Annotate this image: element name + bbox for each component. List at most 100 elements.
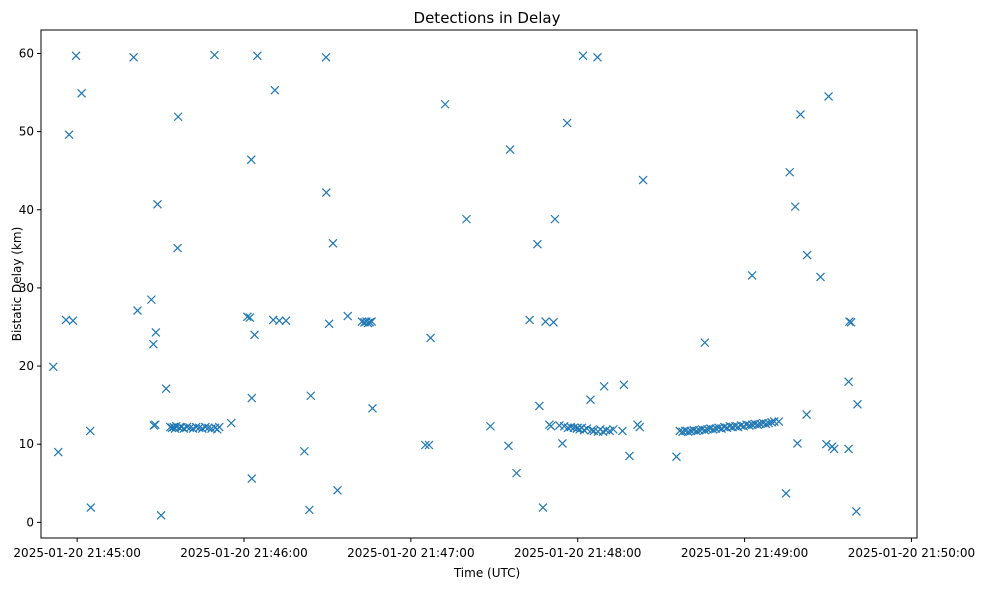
data-point (86, 503, 96, 512)
data-point (829, 444, 839, 454)
data-point (246, 155, 256, 165)
data-markers (48, 50, 862, 520)
data-point (48, 362, 58, 372)
data-point (245, 313, 255, 323)
data-point (299, 446, 309, 456)
data-point (153, 199, 162, 209)
data-point (853, 399, 862, 409)
x-tick-label: 2025-01-20 21:50:00 (848, 546, 975, 560)
data-point (761, 419, 771, 429)
data-point (247, 474, 257, 484)
data-point (844, 317, 854, 326)
data-point (53, 447, 63, 457)
data-point (796, 109, 805, 119)
data-point (601, 425, 611, 435)
data-point (156, 510, 166, 520)
y-tick-label: 20 (19, 359, 34, 373)
y-tick-label: 10 (19, 437, 34, 451)
data-point (161, 384, 171, 394)
data-point (802, 250, 812, 260)
data-point (769, 417, 779, 426)
data-point (68, 316, 78, 326)
data-point (785, 167, 795, 177)
data-point (343, 311, 353, 321)
y-tick-label: 30 (19, 281, 34, 295)
y-tick-label: 40 (19, 203, 34, 217)
data-point (274, 316, 284, 326)
data-point (538, 503, 548, 512)
data-point (534, 401, 544, 411)
y-axis-label: Bistatic Delay (km) (10, 227, 24, 342)
data-point (304, 505, 314, 515)
data-point (203, 423, 213, 433)
data-point (625, 451, 634, 461)
data-point (546, 421, 556, 431)
data-point (148, 339, 158, 349)
data-point (781, 489, 791, 498)
data-point (426, 333, 436, 343)
data-point (635, 422, 645, 432)
data-point (569, 423, 579, 433)
data-point (462, 214, 471, 224)
x-axis: 2025-01-20 21:45:00 2025-01-20 21:46:00 20… (13, 538, 975, 560)
data-point (85, 426, 95, 436)
data-point (210, 50, 219, 60)
data-point (582, 424, 592, 434)
data-point (846, 317, 856, 327)
plot-area (41, 30, 917, 538)
data-point (64, 130, 74, 140)
data-point (753, 420, 763, 430)
data-point (747, 270, 757, 280)
data-point (593, 52, 602, 62)
data-point (844, 444, 854, 454)
data-point (638, 175, 648, 185)
data-point (250, 330, 260, 340)
data-point (562, 118, 572, 128)
data-point (608, 424, 618, 434)
data-point (708, 424, 718, 434)
data-point (619, 380, 629, 390)
data-point (226, 418, 236, 428)
x-tick-label: 2025-01-20 21:45:00 (13, 546, 140, 560)
data-point (525, 315, 535, 325)
x-tick-label: 2025-01-20 21:47:00 (347, 546, 474, 560)
y-tick-label: 50 (19, 125, 34, 139)
data-point (767, 417, 776, 427)
data-point (133, 306, 142, 315)
data-point (550, 214, 560, 224)
y-axis: 0 10 20 30 40 50 60 (19, 46, 41, 529)
data-point (306, 391, 316, 401)
x-tick-label: 2025-01-20 21:49:00 (681, 546, 808, 560)
data-point (792, 439, 802, 448)
data-point (173, 112, 183, 122)
data-point (802, 410, 812, 419)
data-point (744, 421, 754, 430)
data-point (368, 403, 377, 413)
plot-frame (40, 29, 918, 539)
data-point (505, 145, 515, 154)
data-point (824, 92, 833, 101)
data-point (764, 418, 774, 428)
data-point (700, 338, 710, 348)
data-point (321, 52, 331, 62)
data-point (541, 317, 550, 326)
x-tick-label: 2025-01-20 21:46:00 (180, 546, 307, 560)
data-point (247, 393, 257, 403)
data-point (129, 52, 139, 62)
data-point (367, 317, 377, 326)
data-point (150, 420, 160, 430)
data-point (214, 422, 224, 432)
data-point (252, 51, 262, 61)
data-point (683, 427, 693, 437)
x-axis-label: Time (UTC) (453, 566, 520, 580)
y-tick-label: 60 (19, 46, 34, 60)
data-point (844, 377, 854, 387)
y-tick-label: 0 (26, 515, 34, 529)
data-point (700, 425, 710, 435)
chart-title: Detections in Delay (414, 9, 561, 27)
data-point (816, 272, 825, 282)
data-point (365, 317, 375, 327)
data-point (618, 426, 627, 436)
data-point (558, 439, 567, 448)
data-point (173, 243, 182, 253)
